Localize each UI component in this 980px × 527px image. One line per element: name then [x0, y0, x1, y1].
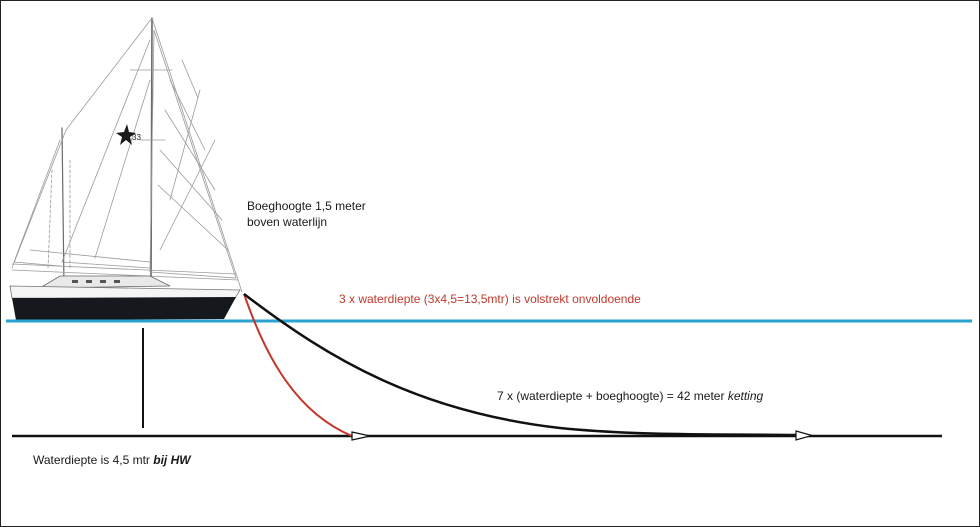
seven-times-rule-text: 7 x (waterdiepte + boeghoogte) = 42 mete… — [497, 389, 728, 403]
bow-height-label: Boeghoogte 1,5 meter boven waterlijn — [247, 198, 366, 230]
seven-times-rule-label: 7 x (waterdiepte + boeghoogte) = 42 mete… — [497, 388, 763, 404]
three-times-depth-warning: 3 x waterdiepte (3x4,5=13,5mtr) is volst… — [339, 292, 641, 306]
water-depth-text: Waterdiepte is 4,5 mtr — [33, 453, 154, 467]
anchor-long-icon — [795, 430, 815, 441]
star-insignia-icon — [116, 124, 136, 145]
sail-number: 33 — [132, 133, 141, 142]
bow-height-line-2: boven waterlijn — [247, 215, 328, 229]
anchor-short-icon — [351, 431, 371, 441]
sailboat: 33 — [9, 17, 243, 320]
short-anchor-rode — [243, 293, 353, 437]
hull — [12, 297, 236, 320]
bow-height-line-1: Boeghoogte 1,5 meter — [247, 199, 366, 213]
seven-times-rule-emphasis: ketting — [727, 389, 764, 403]
long-anchor-chain — [243, 293, 797, 437]
water-depth-label: Waterdiepte is 4,5 mtr bij HW — [33, 452, 191, 468]
water-depth-emphasis: bij HW — [153, 453, 191, 467]
